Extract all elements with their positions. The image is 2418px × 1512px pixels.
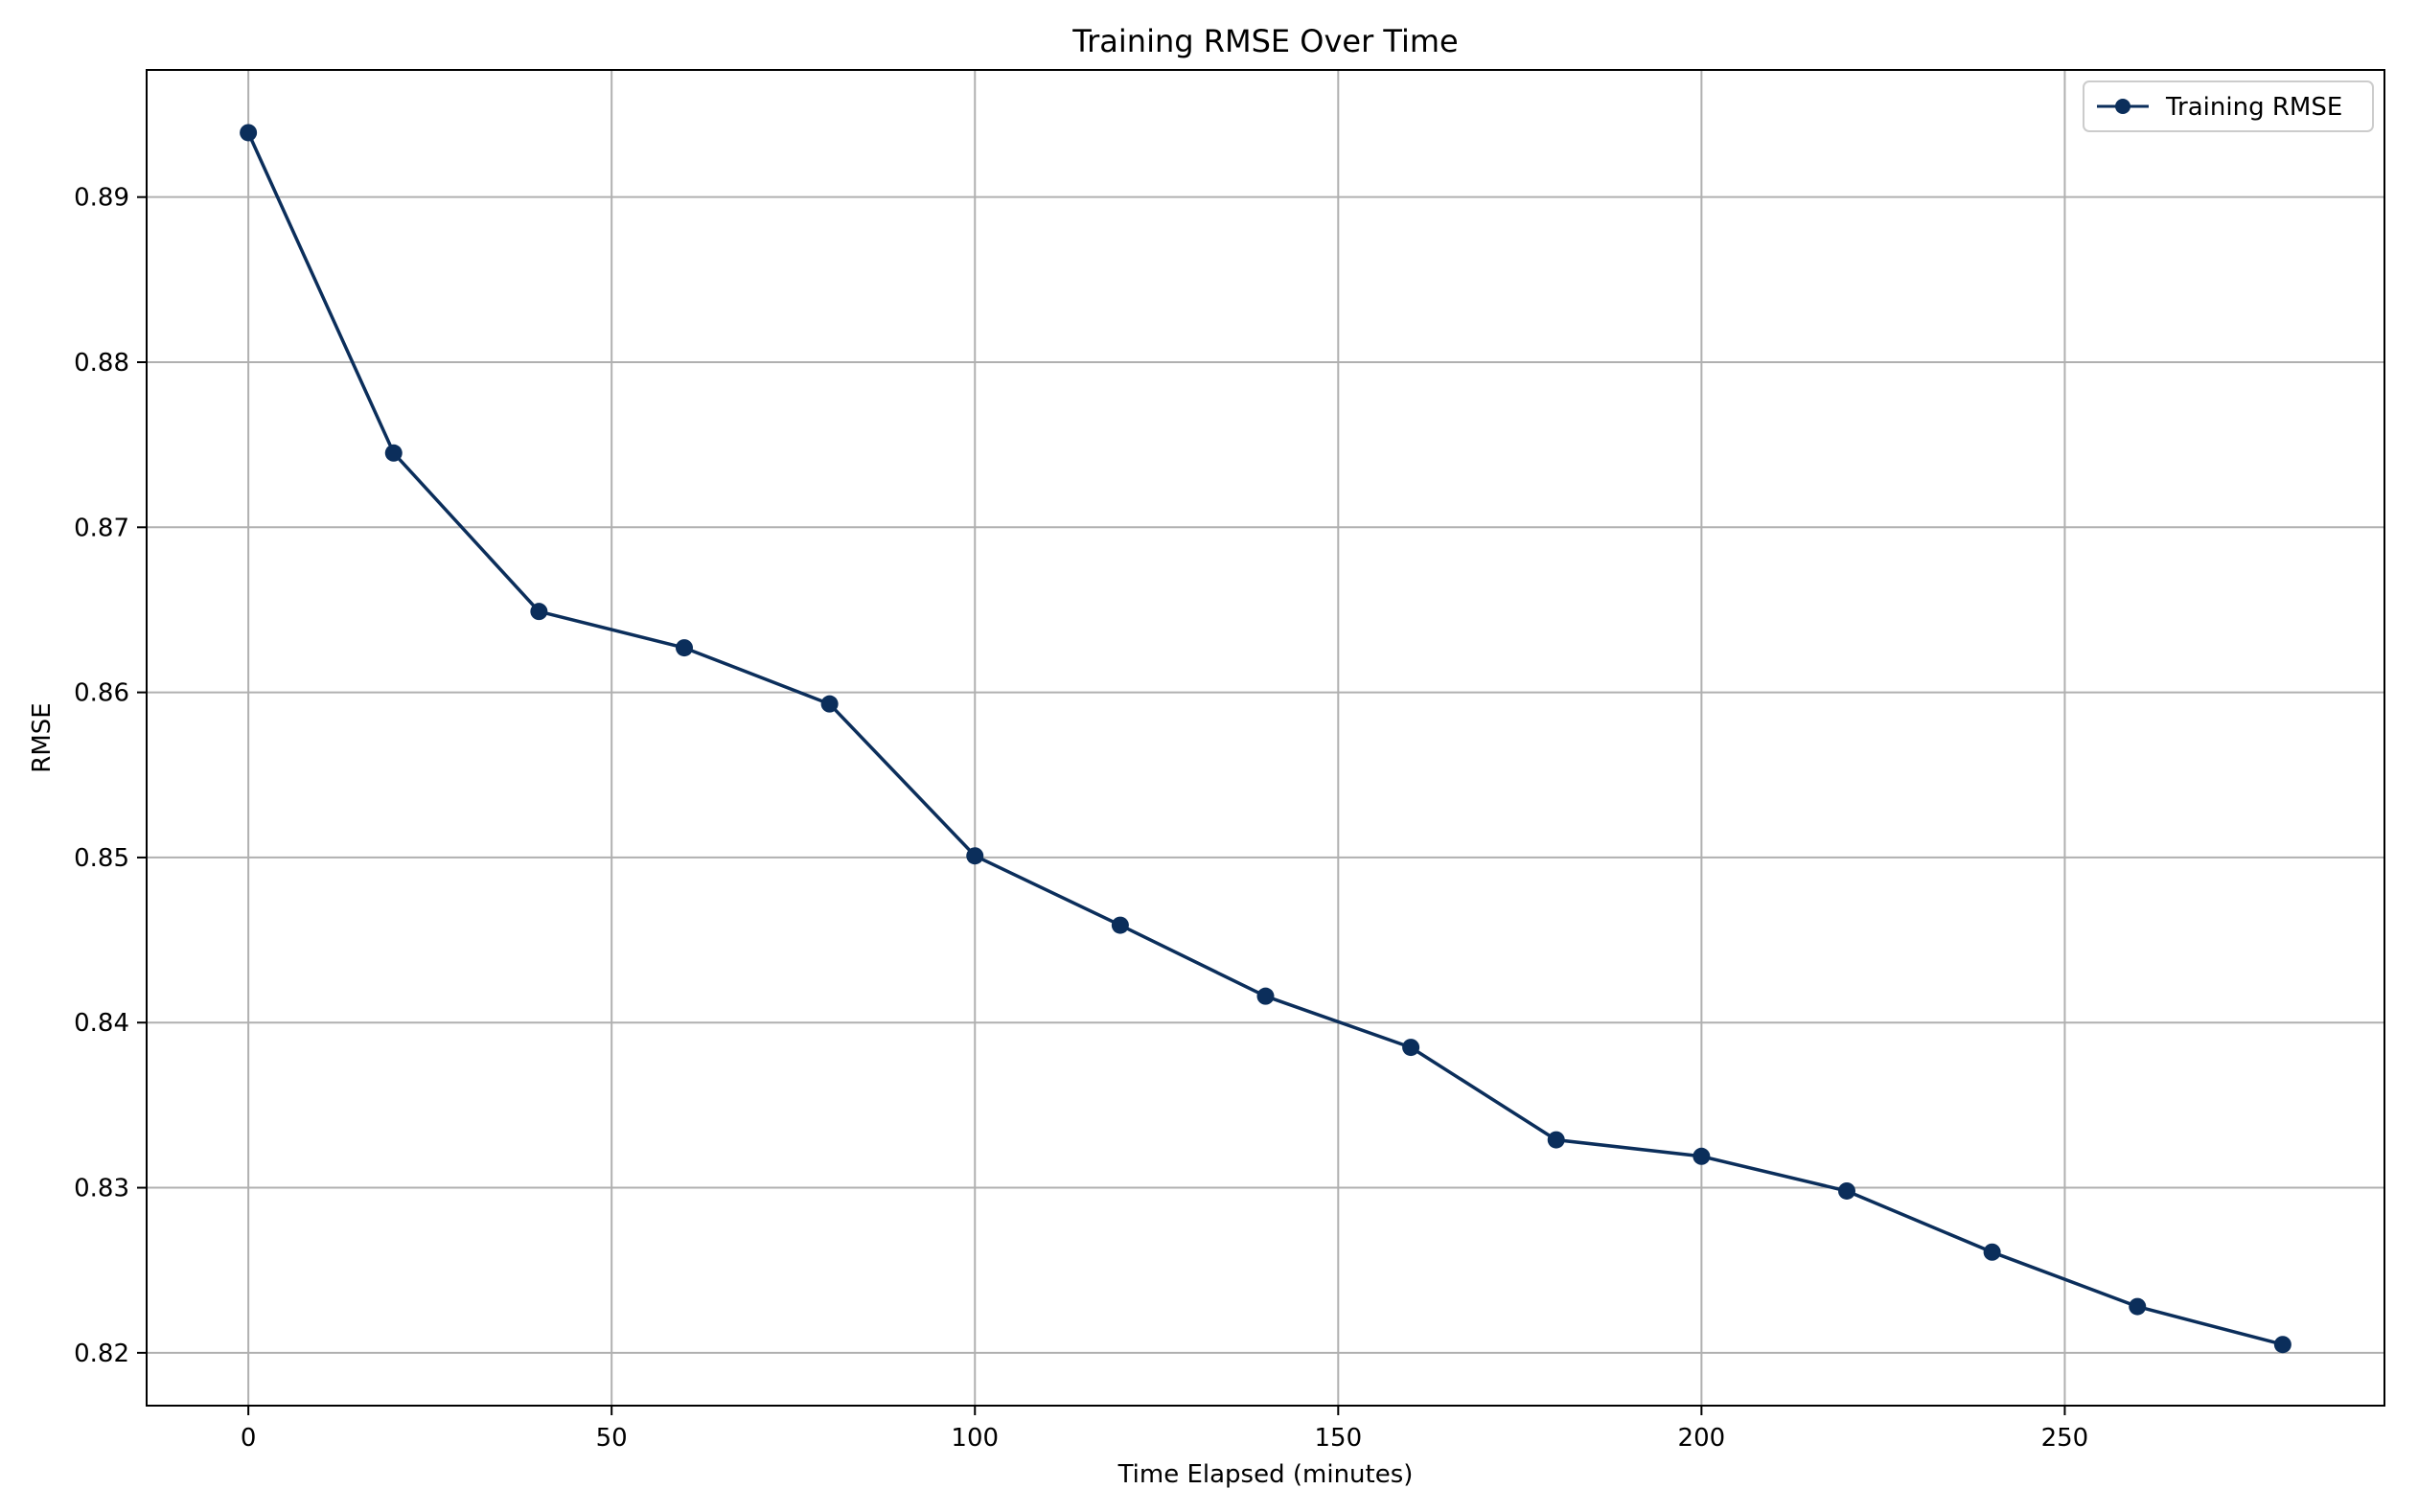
x-tick-label: 0 [241, 1424, 257, 1453]
chart-title: Training RMSE Over Time [1071, 23, 1458, 59]
data-point [966, 847, 984, 865]
legend: Training RMSE [2083, 80, 2374, 132]
x-tick-label: 200 [1678, 1424, 1726, 1453]
plot-frame [146, 69, 2385, 1407]
y-tick-label: 0.88 [74, 349, 129, 378]
data-point [1983, 1243, 2001, 1261]
data-point [676, 639, 694, 657]
data-point [384, 444, 403, 462]
legend-label: Training RMSE [2165, 93, 2342, 122]
data-point [820, 695, 839, 713]
series-line [246, 131, 2284, 1346]
data-point [1111, 916, 1129, 934]
y-tick-label: 0.86 [74, 679, 129, 708]
data-point [530, 603, 548, 621]
series-layer [240, 124, 2291, 1354]
x-tick-label: 100 [951, 1424, 999, 1453]
data-point [1693, 1147, 1711, 1165]
legend-marker-swatch [2115, 99, 2130, 114]
axis-ticks: 0 50 100 150 200 250 0.82 0.83 0.84 0.85 0.86 0.87 0… [74, 184, 2088, 1453]
data-point [1547, 1131, 1565, 1149]
x-axis-label: Time Elapsed (minutes) [1117, 1460, 1414, 1489]
x-tick-label: 250 [2041, 1424, 2089, 1453]
data-point [2129, 1297, 2147, 1316]
x-tick-label: 50 [596, 1424, 628, 1453]
data-point [1837, 1181, 1855, 1200]
y-tick-label: 0.83 [74, 1175, 129, 1203]
x-tick-label: 150 [1314, 1424, 1362, 1453]
y-tick-label: 0.89 [74, 184, 129, 213]
legend-box [2083, 80, 2374, 132]
y-tick-label: 0.87 [74, 514, 129, 542]
data-point [240, 124, 258, 142]
data-point [1402, 1039, 1420, 1057]
y-tick-label: 0.82 [74, 1340, 129, 1368]
y-axis-label: RMSE [28, 702, 57, 772]
data-point [1256, 987, 1275, 1005]
data-point [2273, 1336, 2291, 1354]
y-tick-label: 0.85 [74, 844, 129, 873]
y-tick-label: 0.84 [74, 1009, 129, 1038]
grid-lines [147, 70, 2384, 1406]
